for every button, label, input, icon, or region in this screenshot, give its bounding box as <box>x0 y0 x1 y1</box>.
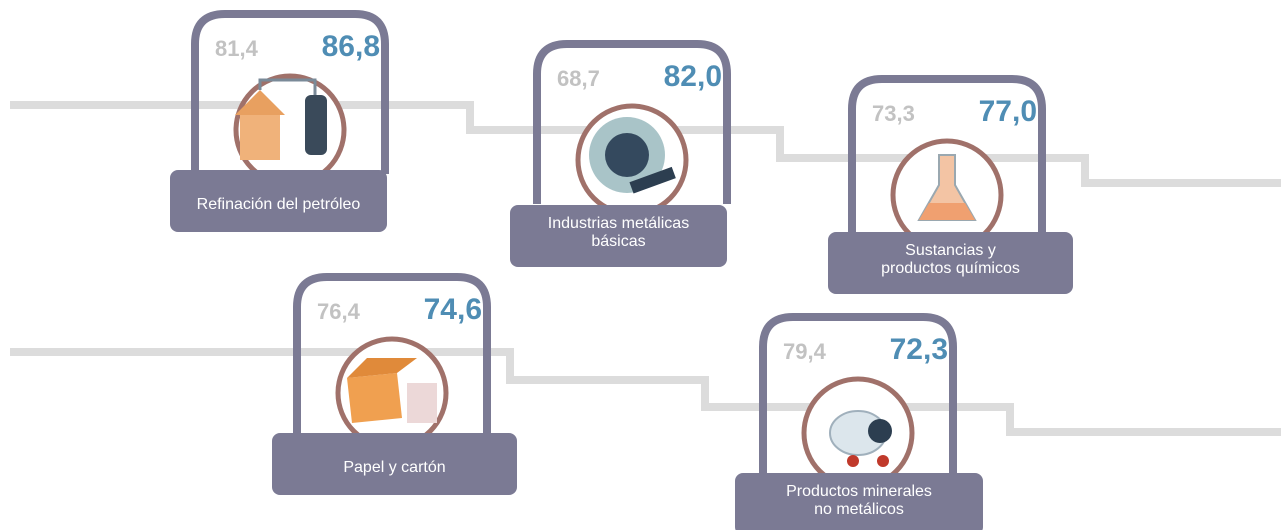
card-frame <box>759 313 957 477</box>
step-lines <box>10 101 1281 436</box>
icon <box>829 410 892 467</box>
step-line <box>10 348 1281 436</box>
icon-shape <box>847 455 859 467</box>
previous-value: 73,3 <box>872 101 915 126</box>
previous-value: 68,7 <box>557 66 600 91</box>
icon-shape <box>305 95 327 155</box>
label-box <box>272 433 517 495</box>
previous-value: 76,4 <box>317 299 361 324</box>
card-frame <box>293 273 491 437</box>
icon-shape <box>868 419 892 443</box>
label-box <box>170 170 387 232</box>
card-frame <box>533 40 731 204</box>
icon <box>235 78 327 160</box>
label-box <box>828 232 1073 294</box>
icon-shape <box>258 78 317 95</box>
current-value: 72,3 <box>890 333 948 366</box>
sector-label: Industrias metálicas <box>548 215 689 232</box>
current-value: 77,0 <box>979 95 1037 128</box>
step-line <box>10 101 1281 187</box>
icon <box>347 358 437 423</box>
sector-label: Refinación del petróleo <box>197 196 361 213</box>
sector-label: Papel y cartón <box>343 459 445 476</box>
label-box <box>510 205 727 267</box>
card-frame <box>191 10 389 174</box>
sector-label: Productos minerales <box>786 483 932 500</box>
previous-value: 79,4 <box>783 339 827 364</box>
sector-label: no metálicos <box>814 501 904 518</box>
icon-shape <box>347 358 417 378</box>
label-box <box>735 473 983 530</box>
card-frame <box>848 75 1046 239</box>
icon-shape <box>605 133 649 177</box>
sector-label: productos químicos <box>881 260 1020 277</box>
current-value: 82,0 <box>664 60 722 93</box>
icon-shape <box>235 90 285 115</box>
icon <box>589 117 676 194</box>
sector-label: Sustancias y <box>905 242 996 259</box>
icon-shape <box>919 203 975 220</box>
previous-value: 81,4 <box>215 36 259 61</box>
icon-shape <box>629 166 676 194</box>
sector-card: 76,4 74,6 Papel y cartón <box>272 273 517 495</box>
icon-shape <box>347 373 402 423</box>
icon <box>917 154 977 221</box>
current-value: 74,6 <box>424 293 482 326</box>
sector-label: básicas <box>591 233 645 250</box>
icon-shape <box>877 455 889 467</box>
icon-shape <box>240 110 280 160</box>
icon-shape <box>407 383 437 423</box>
sector-card: 81,4 86,8 Refinación del petróleo <box>170 10 389 232</box>
current-value: 86,8 <box>322 30 380 63</box>
